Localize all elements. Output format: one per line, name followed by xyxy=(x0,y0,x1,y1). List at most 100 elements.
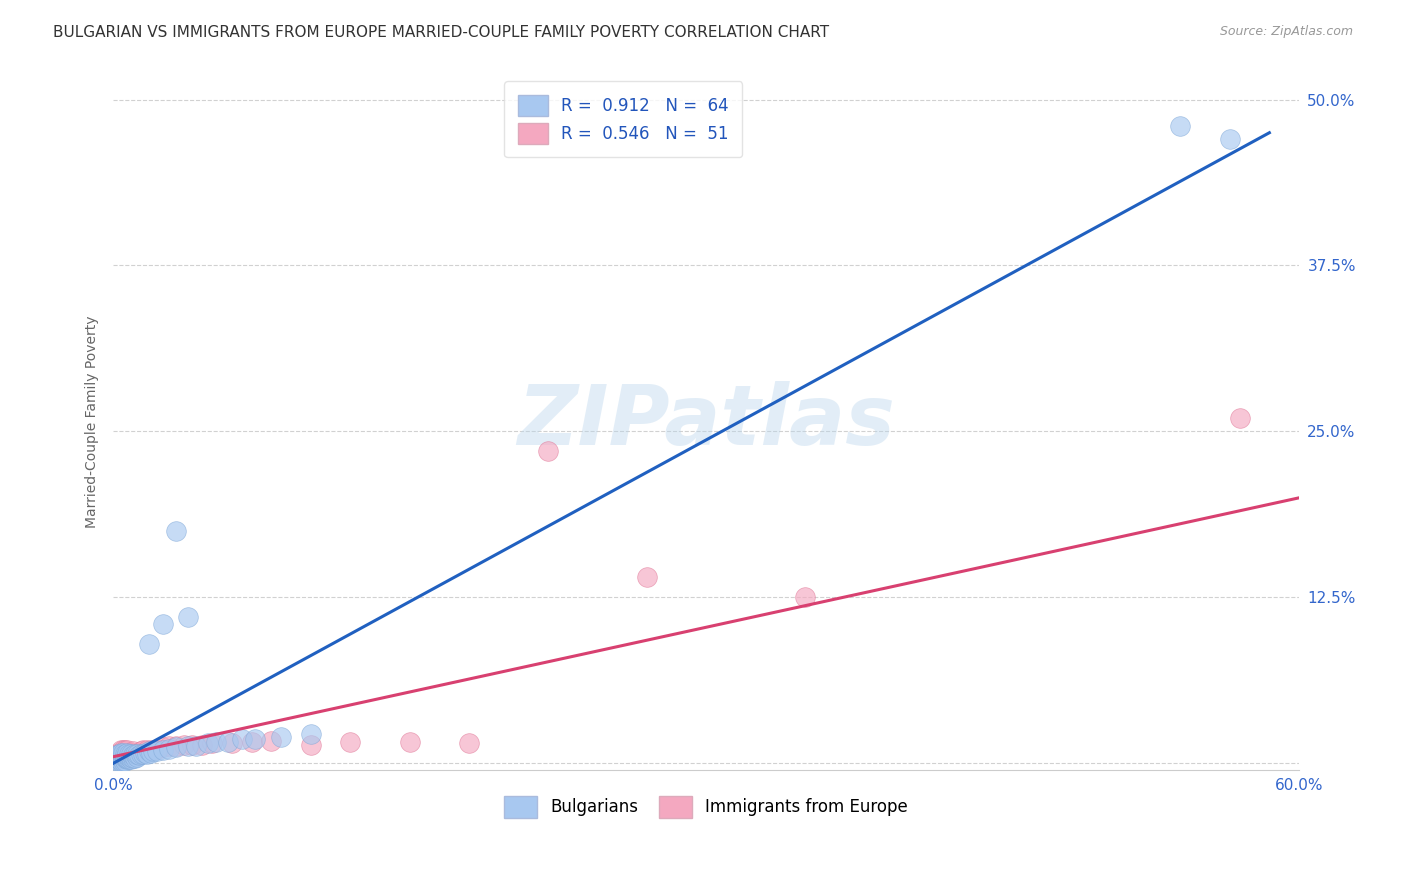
Point xyxy=(108,752,131,766)
Point xyxy=(245,732,267,747)
Point xyxy=(132,747,155,761)
Point xyxy=(537,444,560,458)
Point xyxy=(105,747,128,761)
Point xyxy=(165,740,187,755)
Point xyxy=(132,743,155,757)
Point xyxy=(152,740,174,755)
Point xyxy=(120,747,142,761)
Point xyxy=(112,751,135,765)
Point xyxy=(157,741,180,756)
Point xyxy=(112,754,135,768)
Point xyxy=(1219,132,1241,146)
Point xyxy=(110,743,132,757)
Point xyxy=(217,735,239,749)
Point xyxy=(105,754,128,768)
Point xyxy=(458,736,481,750)
Y-axis label: Married-Couple Family Poverty: Married-Couple Family Poverty xyxy=(86,315,100,528)
Point xyxy=(122,749,145,764)
Point xyxy=(110,746,132,760)
Point xyxy=(129,747,152,761)
Point xyxy=(108,749,131,764)
Point xyxy=(112,747,135,761)
Point xyxy=(118,749,141,764)
Point xyxy=(139,743,162,757)
Point xyxy=(114,743,136,757)
Point xyxy=(104,752,127,766)
Point xyxy=(125,749,148,764)
Legend: Bulgarians, Immigrants from Europe: Bulgarians, Immigrants from Europe xyxy=(498,789,915,824)
Point xyxy=(793,591,815,605)
Point xyxy=(115,747,138,761)
Point xyxy=(122,744,145,758)
Point xyxy=(128,748,150,763)
Point xyxy=(108,747,131,761)
Point xyxy=(129,744,152,758)
Point xyxy=(105,751,128,765)
Point xyxy=(124,748,146,763)
Point xyxy=(339,735,361,749)
Point xyxy=(231,732,253,747)
Point xyxy=(145,744,167,758)
Point xyxy=(125,747,148,761)
Point xyxy=(112,748,135,763)
Point xyxy=(114,749,136,764)
Point xyxy=(128,746,150,760)
Point xyxy=(105,748,128,763)
Point xyxy=(120,749,142,764)
Point xyxy=(177,739,200,753)
Point xyxy=(115,746,138,760)
Point xyxy=(260,733,283,747)
Point xyxy=(1229,411,1251,425)
Point xyxy=(138,637,160,651)
Point xyxy=(270,730,292,744)
Point xyxy=(108,749,131,764)
Point xyxy=(299,738,322,752)
Point xyxy=(299,727,322,741)
Point xyxy=(120,749,142,764)
Point xyxy=(108,746,131,760)
Text: ZIPatlas: ZIPatlas xyxy=(517,381,896,462)
Point xyxy=(112,743,135,757)
Point xyxy=(181,738,204,752)
Point xyxy=(118,747,141,761)
Point xyxy=(118,749,141,764)
Point xyxy=(114,751,136,765)
Point xyxy=(124,751,146,765)
Point xyxy=(135,747,157,761)
Point xyxy=(152,743,174,757)
Point xyxy=(142,744,165,758)
Point xyxy=(165,524,187,538)
Point xyxy=(125,747,148,761)
Point xyxy=(221,736,243,750)
Point xyxy=(110,748,132,763)
Point xyxy=(120,746,142,760)
Point xyxy=(197,736,219,750)
Point xyxy=(165,739,187,753)
Point xyxy=(118,746,141,760)
Point xyxy=(114,747,136,761)
Point xyxy=(110,751,132,765)
Point xyxy=(157,739,180,753)
Point xyxy=(173,738,195,752)
Point xyxy=(139,746,162,760)
Point xyxy=(104,751,127,765)
Point xyxy=(115,748,138,763)
Point xyxy=(105,751,128,765)
Text: Source: ZipAtlas.com: Source: ZipAtlas.com xyxy=(1219,25,1353,38)
Point xyxy=(110,754,132,768)
Point xyxy=(120,752,142,766)
Point xyxy=(186,739,208,753)
Point xyxy=(108,754,131,768)
Point xyxy=(636,570,658,584)
Point xyxy=(152,617,174,632)
Point xyxy=(205,735,228,749)
Point xyxy=(240,735,263,749)
Point xyxy=(114,747,136,761)
Point xyxy=(122,748,145,763)
Point xyxy=(108,752,131,766)
Point xyxy=(112,751,135,765)
Point xyxy=(115,751,138,765)
Point xyxy=(115,743,138,757)
Point xyxy=(104,752,127,766)
Point xyxy=(112,746,135,760)
